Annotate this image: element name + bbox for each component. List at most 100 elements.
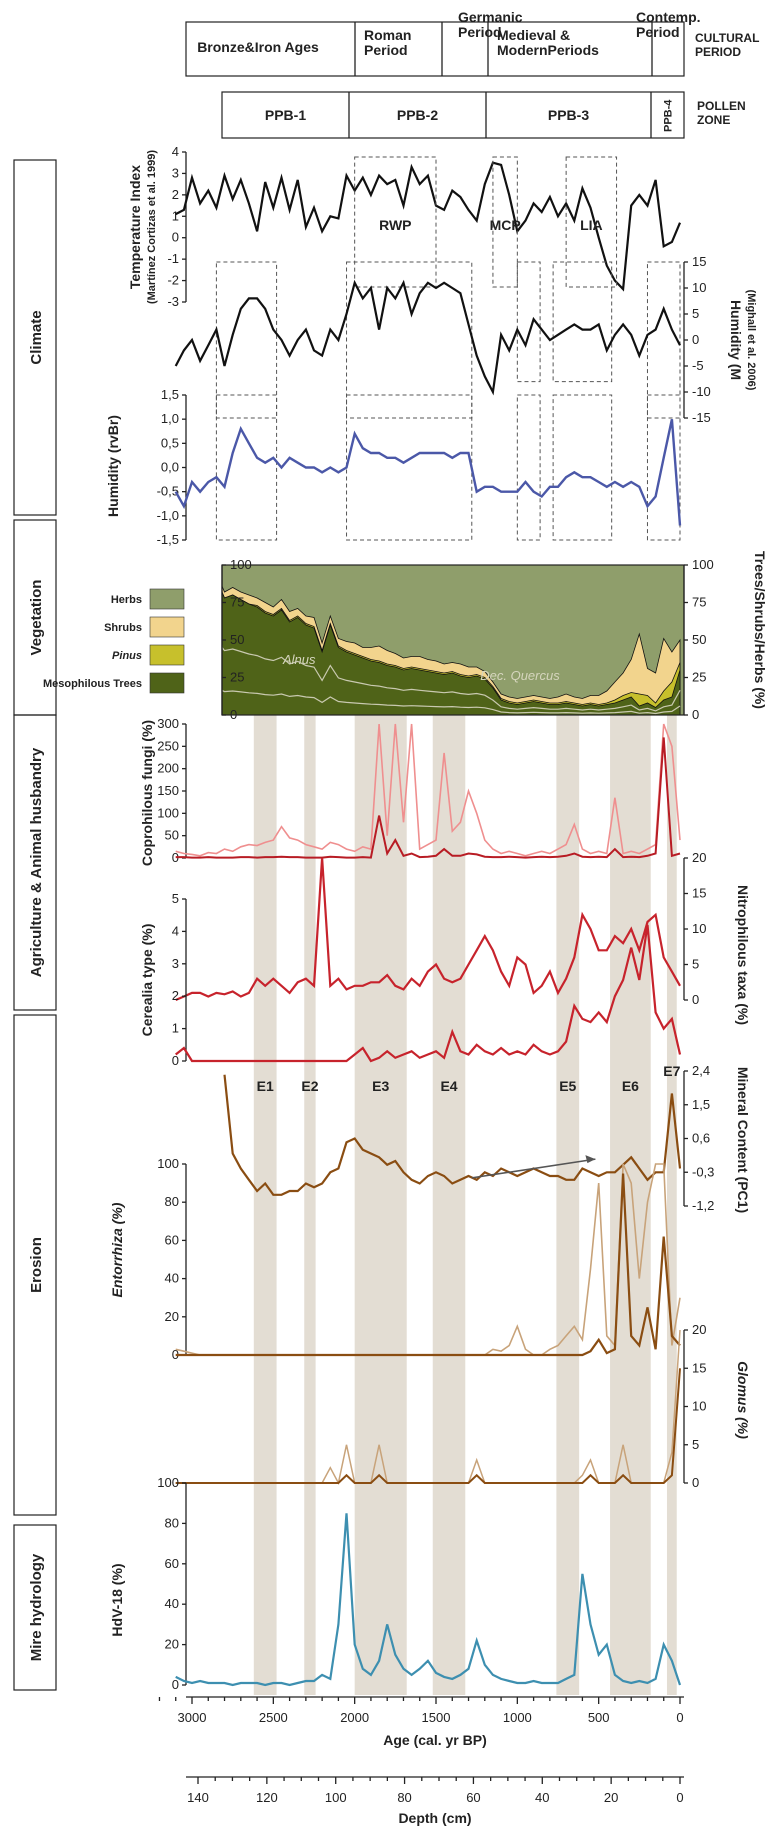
mineral-axis-label: Mineral Content (PC1) <box>735 1067 751 1213</box>
pollen-zone-box <box>221 91 685 139</box>
event-band-e2 <box>304 700 316 1695</box>
legend-swatch <box>149 616 185 638</box>
temperature-tick-label: 0 <box>172 230 179 245</box>
depth-tick-label: 100 <box>325 1790 347 1805</box>
coprophilous-tick-label: 250 <box>157 738 179 753</box>
humidity-rvbr-tick-label: -1,5 <box>157 532 179 547</box>
coprophilous-axis-label: Coprohilous fungi (%) <box>139 720 155 866</box>
pollen-zone-label: PPB-2 <box>397 107 438 123</box>
pollen-zone-axis-label-line: ZONE <box>697 113 730 127</box>
quercus-curve <box>221 689 681 715</box>
nitrophilous-axis-label: Nitrophilous taxa (%) <box>735 885 751 1025</box>
legend-label: Shrubs <box>104 622 142 634</box>
coprophilous-tick-label: 0 <box>172 850 179 865</box>
vegetation-tick-label: 75 <box>692 595 706 610</box>
humidity-rvbr-box <box>646 394 681 541</box>
temperature-tick-label: 2 <box>172 187 179 202</box>
humidity-rvbr-box <box>215 394 278 541</box>
section-box <box>13 1524 57 1691</box>
temperature-tick-label: 1 <box>172 208 179 223</box>
coprophilous-tick-label: 50 <box>165 828 179 843</box>
age-tick-label: 2500 <box>259 1710 288 1725</box>
pollen-zone-label: PPB-1 <box>265 107 306 123</box>
humidity-rvbr-tick-label: -0,5 <box>157 484 179 499</box>
cultural-period-label-line: Roman <box>364 27 411 43</box>
humidity-rvbr-tick-label: 0,0 <box>161 460 179 475</box>
hdv18-tick-label: 40 <box>165 1596 179 1611</box>
quercus-label: Dec. Quercus <box>480 668 560 683</box>
cultural-period-label-line: Period <box>364 42 408 58</box>
temperature-tick-label: -1 <box>167 251 179 266</box>
glomus-tick-label: 0 <box>692 1475 699 1490</box>
vegetation-left-tick-label: 100 <box>230 557 252 572</box>
hdv18-tick-label: 60 <box>165 1556 179 1571</box>
humidity-m-tick-label: -10 <box>692 384 711 399</box>
humidity-m-tick-label: 10 <box>692 280 706 295</box>
legend-swatch <box>149 644 185 666</box>
temperature-line <box>175 161 682 292</box>
age-axis-label: Age (cal. yr BP) <box>383 1732 486 1748</box>
alnus-label: Alnus <box>282 652 316 667</box>
nitrophilous-tick-label: 0 <box>692 992 699 1007</box>
nitrophilous-line <box>175 857 681 1002</box>
pollen-zone-label: PPB-4 <box>663 99 675 132</box>
humidity-m-tick-label: 5 <box>692 306 699 321</box>
cerealia-tick-label: 1 <box>172 1021 179 1036</box>
coprophilous-exaggeration-line <box>175 723 681 857</box>
temperature-tick-label: 4 <box>172 144 179 159</box>
entorrhiza-tick-label: 20 <box>165 1309 179 1324</box>
depth-tick-label: 0 <box>676 1790 683 1805</box>
cultural-period-label-line: Period <box>458 24 502 40</box>
vegetation-tick-label: 100 <box>692 557 714 572</box>
section-label: Climate <box>28 310 45 364</box>
pollen-zone-axis-label-line: POLLEN <box>697 99 746 113</box>
glomus-tick-label: 5 <box>692 1437 699 1452</box>
entorrhiza-tick-label: 60 <box>165 1232 179 1247</box>
event-band-e3 <box>354 700 407 1695</box>
legend-swatch <box>149 588 185 610</box>
coprophilous-tick-label: 300 <box>157 716 179 731</box>
cultural-period-label-line: Contemp. <box>636 9 701 25</box>
coprophilous-tick-label: 100 <box>157 805 179 820</box>
humidity-rvbr-tick-label: 1,0 <box>161 411 179 426</box>
cerealia-tick-label: 3 <box>172 956 179 971</box>
nitrophilous-tick-label: 20 <box>692 850 706 865</box>
pollen-zone-label: PPB-3 <box>548 107 589 123</box>
humidity-m-tick-label: -5 <box>692 358 704 373</box>
humidity-m-box <box>646 261 681 419</box>
erosion-panel: 2,4 1,5 0,6 -0,3 -1,2 Mineral Content (PC1) E1… <box>109 1063 751 1362</box>
event-label: E1 <box>257 1078 274 1094</box>
vegetation-left-tick-label: 25 <box>230 670 244 685</box>
humidity-m-axis-sublabel: (Mighall et al. 2006) <box>745 290 757 391</box>
annotation-label: LIA <box>580 217 603 233</box>
entorrhiza-exaggeration-line <box>175 1163 681 1356</box>
event-label: E6 <box>622 1078 639 1094</box>
cultural-period-box <box>185 21 685 77</box>
humidity-rvbr-box <box>516 394 541 541</box>
cerealia-tick-label: 0 <box>172 1053 179 1068</box>
cultural-period-label: Roman Period <box>364 27 411 58</box>
cultural-period-label: Contemp. Period <box>636 9 701 40</box>
age-tick-label: 1500 <box>422 1710 451 1725</box>
section-label: Mire hydrology <box>28 1553 45 1661</box>
humidity-m-box <box>516 261 541 383</box>
depth-tick-label: 140 <box>187 1790 209 1805</box>
glomus-tick-label: 10 <box>692 1399 706 1414</box>
event-label: E2 <box>301 1078 318 1094</box>
event-label: E5 <box>559 1078 576 1094</box>
cerealia-tick-label: 4 <box>172 923 179 938</box>
depth-tick-label: 80 <box>397 1790 411 1805</box>
event-label: E7 <box>663 1063 680 1079</box>
annotation-label: RWP <box>379 217 411 233</box>
vegetation-tick-label: 0 <box>692 707 699 722</box>
legend-swatch <box>149 672 185 694</box>
coprophilous-tick-label: 150 <box>157 783 179 798</box>
vegetation-axis-label: Trees/Shrubs/Herbs (%) <box>752 551 768 709</box>
humidity-m-box <box>552 261 613 383</box>
event-band-e7 <box>666 700 677 1695</box>
depth-tick-label: 120 <box>256 1790 278 1805</box>
mire-hydrology-panel: 20 15 10 5 0 Glomus (%) 100 80 60 40 20 0 HdV-18 (%) <box>109 1322 751 1692</box>
vegetation-tick-label: 25 <box>692 670 706 685</box>
